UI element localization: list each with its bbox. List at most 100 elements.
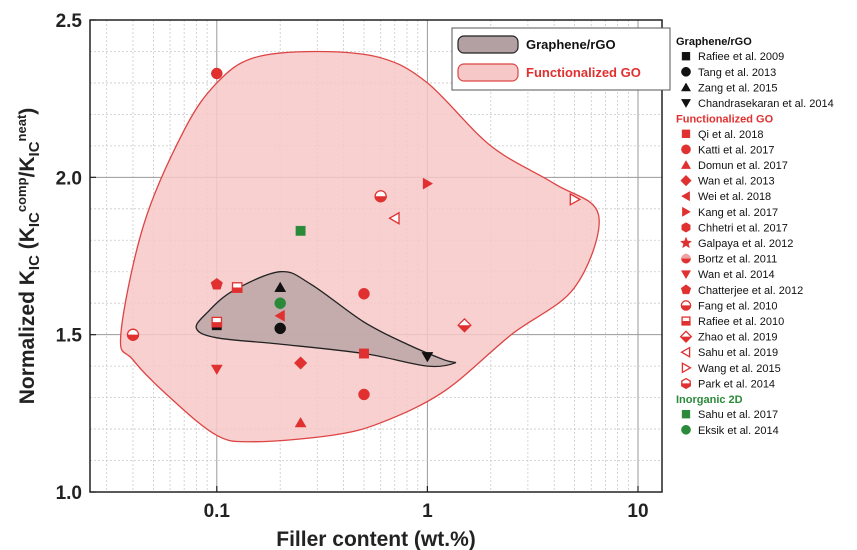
y-title-open: (K <box>16 227 39 255</box>
legend-marker <box>681 424 691 435</box>
point-tang-et-al-2013 <box>274 322 286 335</box>
legend-entry: Qi et al. 2018 <box>698 129 763 141</box>
region-legend-label: Functionalized GO <box>526 65 641 80</box>
legend-entry: Chatterjee et al. 2012 <box>698 285 803 297</box>
legend-marker <box>680 346 691 358</box>
point-kang-et-al-2017 <box>422 177 434 190</box>
legend-marker <box>679 330 693 343</box>
legend-marker <box>680 270 692 280</box>
point-rafiee-et-al-2010 <box>211 316 223 328</box>
legend-marker <box>681 253 691 264</box>
region-functionalized-go <box>119 50 600 443</box>
point-katti-et-al-2017 <box>358 288 370 300</box>
point-wan-et-al-2014 <box>210 364 223 375</box>
legend-marker <box>680 174 692 187</box>
point-rafiee-et-al-2010 <box>231 282 243 293</box>
legend-entry: Park et al. 2014 <box>698 378 775 390</box>
legend-marker <box>681 66 691 77</box>
legend-entry: Chandrasekaran et al. 2014 <box>698 98 834 110</box>
point-wei-et-al-2018 <box>274 309 285 322</box>
y-title-sub1: IC <box>26 255 43 270</box>
y-title-sub2: IC <box>26 212 43 227</box>
legend-entry: Katti et al. 2017 <box>698 144 774 156</box>
legend-entry: Wan et al. 2014 <box>698 269 775 281</box>
point-katti-et-al-2017 <box>358 388 370 401</box>
legend-entry: Fang et al. 2010 <box>698 300 778 312</box>
point-katti-et-al-2017 <box>211 67 223 80</box>
point-chandrasekaran-et-al-2014 <box>421 352 434 363</box>
axis-ticks: 0.1 1 10 1.0 1.5 2.0 2.5 <box>56 11 649 522</box>
point-wan-et-al-2013 <box>293 356 308 370</box>
point-eksik-et-al-2014 <box>274 297 286 309</box>
legend-marker <box>680 99 692 108</box>
point-zang-et-al-2015 <box>274 281 287 292</box>
y-title-sup3: neat <box>14 114 29 141</box>
x-axis-title: Filler content (wt.%) <box>276 528 476 550</box>
legend-group-heading: Functionalized GO <box>676 114 774 126</box>
legend-marker <box>680 160 692 169</box>
point-fang-et-al-2010 <box>126 328 140 341</box>
legend-marker <box>681 222 691 233</box>
legend-marker <box>680 300 692 311</box>
legend-entry: Sahu et al. 2017 <box>698 409 778 421</box>
legend-entry: Bortz et al. 2011 <box>698 254 777 266</box>
legend-entry: Wan et al. 2013 <box>698 176 775 188</box>
legend-entry: Zang et al. 2015 <box>698 82 778 94</box>
y-title-sup2: comp <box>14 177 29 212</box>
point-qi-et-al-2018 <box>359 348 369 359</box>
legend-entry: Kang et al. 2017 <box>698 207 778 219</box>
legend-entry: Zhao et al. 2019 <box>698 332 778 344</box>
legend-group-heading: Graphene/rGO <box>676 36 752 48</box>
legend-marker <box>682 206 691 217</box>
legend-entry: Tang et al. 2013 <box>698 67 776 79</box>
x-tick-label: 1 <box>422 501 433 522</box>
region-legend-label: Graphene/rGO <box>526 37 616 52</box>
y-tick-label: 2.0 <box>56 168 82 189</box>
point-fang-et-al-2010 <box>374 190 387 203</box>
region-legend-swatch <box>457 35 519 54</box>
legend-entry: Sahu et al. 2019 <box>698 347 778 359</box>
y-title-main: Normalized K <box>16 270 39 404</box>
y-axis-title: Normalized KIC (KICcomp/KICneat) <box>14 108 42 405</box>
point-sahu-et-al-2019 <box>388 211 400 225</box>
axis-titles: Filler content (wt.%) Normalized KIC (KI… <box>14 108 476 550</box>
legend-marker <box>681 377 691 389</box>
legend-marker <box>681 362 692 374</box>
y-title-sub3: IC <box>26 141 43 156</box>
region-legend-swatch <box>457 63 519 82</box>
legend-entry: Chhetri et al. 2017 <box>698 222 788 234</box>
y-tick-label: 2.5 <box>56 11 83 32</box>
legend-group-heading: Inorganic 2D <box>676 394 743 406</box>
y-title-close: ) <box>16 108 39 115</box>
y-tick-label: 1.5 <box>56 326 83 347</box>
region-legend: Graphene/rGO Functionalized GO <box>451 27 671 91</box>
point-chatterjee-et-al-2012 <box>210 277 223 290</box>
legend-entry: Galpaya et al. 2012 <box>698 238 793 250</box>
regions <box>119 50 600 443</box>
point-wang-et-al-2015 <box>569 192 582 206</box>
x-tick-label: 10 <box>627 501 648 522</box>
legend-entry: Eksik et al. 2014 <box>698 425 779 437</box>
legend-marker <box>680 82 692 92</box>
data-points <box>126 67 582 428</box>
point-sahu-et-al-2017 <box>295 225 306 236</box>
legend-entry: Domun et al. 2017 <box>698 160 788 172</box>
legend-entry: Rafiee et al. 2009 <box>698 51 784 63</box>
legend-entry: Wei et al. 2018 <box>698 191 771 203</box>
legend-marker <box>681 129 691 138</box>
legend-entry: Wang et al. 2015 <box>698 363 781 375</box>
legend-marker <box>681 191 690 202</box>
y-title-slash: /K <box>16 156 39 177</box>
marker-legend: Graphene/rGO Rafiee et al. 2009 Tang et al… <box>676 36 834 437</box>
legend-marker <box>680 284 692 295</box>
legend-marker <box>681 144 691 155</box>
legend-marker <box>681 316 691 326</box>
x-tick-label: 0.1 <box>204 501 231 522</box>
plot-frame <box>89 19 663 493</box>
point-domun-et-al-2017 <box>294 417 307 428</box>
y-tick-label: 1.0 <box>56 483 82 504</box>
legend-marker <box>681 410 691 419</box>
point-zhao-et-al-2019 <box>457 317 472 333</box>
legend-marker <box>679 236 693 249</box>
